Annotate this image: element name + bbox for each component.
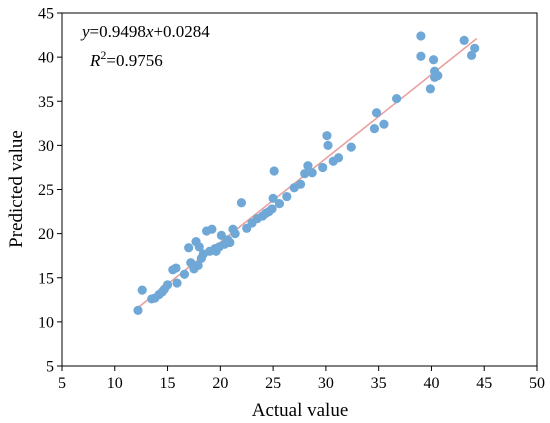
- data-point: [318, 162, 328, 173]
- y-tick-label: 10: [38, 314, 54, 331]
- x-tick-label: 35: [371, 375, 387, 392]
- data-point: [333, 153, 344, 163]
- data-point: [225, 237, 235, 248]
- data-point: [207, 224, 217, 234]
- data-point: [179, 269, 190, 279]
- data-point: [322, 131, 332, 141]
- data-point: [137, 285, 147, 295]
- r2-value: =0.9756: [106, 51, 162, 70]
- y-tick-label: 15: [38, 270, 54, 287]
- data-point: [295, 179, 306, 189]
- regression-equation: y=0.9498x+0.0284: [80, 22, 210, 41]
- data-point: [193, 260, 203, 270]
- data-point: [268, 193, 278, 203]
- eq-slope: =0.9498: [90, 22, 146, 41]
- eq-x-symbol: x: [145, 22, 154, 41]
- data-point: [425, 84, 435, 94]
- x-tick-label: 25: [265, 375, 281, 392]
- data-point: [171, 263, 181, 273]
- data-point: [392, 94, 402, 104]
- data-point: [282, 191, 292, 202]
- y-tick-label: 35: [38, 94, 54, 111]
- data-point: [184, 243, 194, 253]
- data-point: [303, 161, 313, 171]
- data-point: [172, 278, 182, 288]
- y-tick-label: 30: [38, 138, 54, 155]
- y-tick-label: 45: [38, 6, 54, 23]
- x-tick-label: 15: [160, 375, 176, 392]
- data-point: [162, 280, 173, 290]
- y-tick-label: 20: [38, 226, 54, 243]
- data-point: [369, 124, 380, 134]
- data-point: [269, 166, 279, 176]
- r-squared: R2=0.9756: [89, 48, 163, 70]
- data-point: [300, 169, 310, 179]
- data-point: [459, 35, 469, 45]
- y-tick-label: 25: [38, 182, 54, 199]
- data-point: [274, 199, 285, 209]
- x-tick-label: 45: [476, 375, 492, 392]
- data-point: [194, 242, 204, 252]
- x-tick-label: 40: [423, 375, 439, 392]
- eq-y-symbol: y: [80, 22, 90, 41]
- data-point: [371, 108, 382, 118]
- x-tick-label: 30: [318, 375, 334, 392]
- axes: 5 10 15 20 25 30 35 40 45 50 5 10 15 20 25 30 35 40 45: [38, 6, 545, 393]
- data-point: [230, 229, 240, 239]
- x-tick-label: 50: [529, 375, 545, 392]
- y-tick-label: 5: [46, 359, 54, 376]
- data-point: [416, 51, 426, 61]
- data-point: [323, 140, 333, 150]
- data-point: [267, 204, 277, 214]
- r2-superscript: 2: [100, 48, 106, 62]
- data-point: [466, 50, 477, 60]
- data-point: [416, 31, 426, 41]
- x-tick-label: 5: [58, 375, 66, 392]
- y-axis-title: Predicted value: [6, 130, 27, 248]
- data-point: [133, 305, 143, 316]
- r2-r-symbol: R: [89, 51, 101, 70]
- data-point: [236, 198, 247, 208]
- x-tick-label: 10: [107, 375, 123, 392]
- x-tick-label: 20: [212, 375, 228, 392]
- data-point: [379, 119, 389, 129]
- data-point: [346, 142, 356, 152]
- eq-intercept: +0.0284: [153, 22, 210, 41]
- x-axis-title: Actual value: [252, 400, 349, 421]
- data-point: [470, 43, 480, 53]
- data-point: [307, 168, 317, 178]
- y-tick-label: 40: [38, 50, 54, 67]
- points-group: [133, 31, 480, 316]
- data-point: [433, 71, 443, 81]
- data-point: [428, 55, 439, 65]
